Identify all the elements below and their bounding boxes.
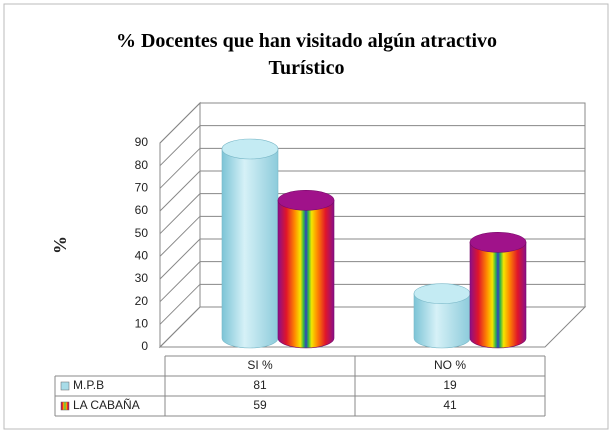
legend-swatch [60,401,70,411]
y-axis-label: % [50,236,70,254]
grid-line [159,238,585,280]
cylinder-body [221,148,279,349]
y-tick-label: 20 [135,294,149,308]
x-tick-label: NO % [434,358,466,372]
y-tick-label: 40 [135,249,149,263]
legend-label: M.P.B [73,378,104,392]
grid-line [159,102,585,144]
table-value: 81 [253,378,267,392]
grid-line [159,215,585,257]
y-tick-label: 80 [135,158,149,172]
title-box: % Docentes que han visitado algún atract… [0,28,613,82]
table-value: 19 [443,378,457,392]
side-wall [159,101,201,349]
y-tick-label: 60 [135,203,149,217]
y-tick-label: 30 [135,271,149,285]
grid-line [159,193,585,235]
cylinder-top [469,232,527,253]
y-tick-label: 70 [135,181,149,195]
legend-label: LA CABAÑA [73,398,140,412]
y-tick-label: 90 [135,135,149,149]
grid-line [159,261,585,303]
y-tick-label: 10 [135,317,149,331]
grid-line [159,125,585,167]
table-value: 41 [443,398,457,412]
cylinder-top [221,138,279,160]
cylinder-body [413,293,471,349]
grid-line [159,170,585,212]
y-tick-label: 50 [135,226,149,240]
legend-swatch [60,381,70,391]
grid-line [159,147,585,189]
cylinder-top [413,283,471,304]
y-tick-label: 0 [141,339,148,353]
table-value: 59 [253,398,267,412]
cylinder-body [469,242,527,349]
cylinder-body [277,200,335,349]
grid-line [159,283,585,325]
x-tick-label: SI % [247,358,273,372]
chart-title: % Docentes que han visitado algún atract… [115,30,498,79]
frame [3,3,609,430]
cylinder-top [277,190,335,211]
